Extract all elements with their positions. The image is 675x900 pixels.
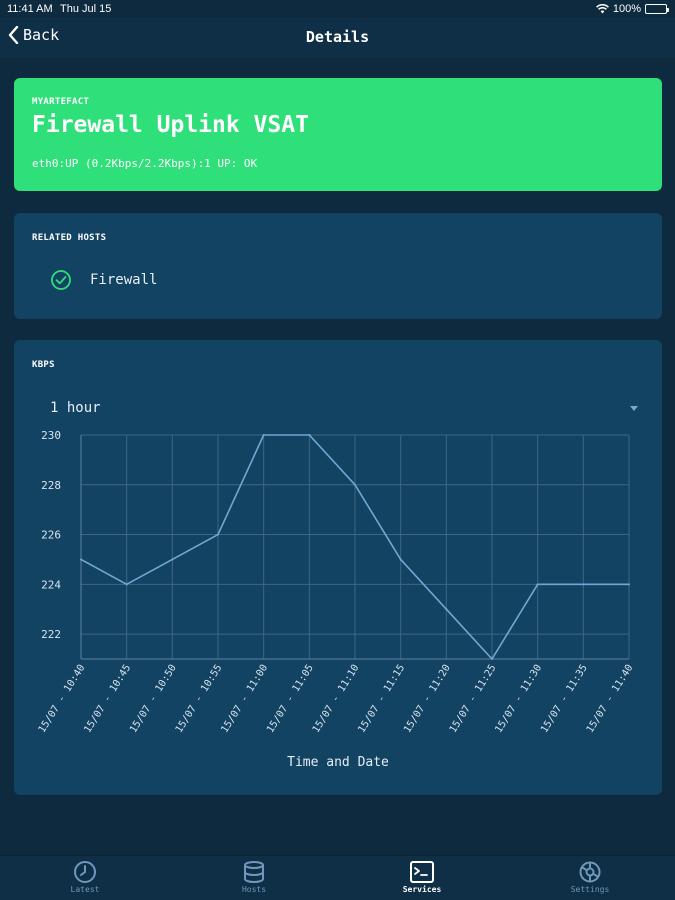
x-tick-label: 15/07 - 11:20 <box>402 663 453 735</box>
terminal-icon <box>410 861 434 883</box>
data-point <box>582 583 585 586</box>
data-point <box>171 558 174 561</box>
data-point <box>354 483 356 486</box>
tab-hosts-label: Hosts <box>241 885 267 894</box>
x-tick-label: 15/07 - 10:40 <box>37 663 88 735</box>
related-host-name: Firewall <box>90 272 158 288</box>
chevron-left-icon <box>8 26 19 44</box>
status-time: 11:41 AM <box>7 3 53 15</box>
check-circle-icon <box>51 270 71 290</box>
data-point <box>628 583 630 586</box>
related-hosts-card: RELATED HOSTS Firewall <box>14 213 662 319</box>
tab-settings[interactable]: Settings <box>530 856 650 900</box>
battery-percent: 100% <box>612 3 641 15</box>
tab-services-label: Services <box>402 885 442 894</box>
y-tick-label: 230 <box>41 429 61 442</box>
service-title: Firewall Uplink VSAT <box>32 112 309 138</box>
x-tick-label: 15/07 - 11:15 <box>356 663 407 735</box>
chart-label: KBPS <box>32 360 55 370</box>
nav-bar: Back Details <box>0 18 675 58</box>
x-tick-label: 15/07 - 10:45 <box>82 663 133 735</box>
tab-settings-label: Settings <box>570 885 610 894</box>
tab-bar: Latest Hosts Services Settings <box>0 855 675 900</box>
battery-icon <box>645 4 669 14</box>
clock-icon <box>74 861 96 883</box>
x-tick-label: 15/07 - 11:05 <box>265 663 316 735</box>
wifi-icon <box>595 4 609 14</box>
status-date: Thu Jul 15 <box>60 3 112 15</box>
data-point <box>536 583 539 586</box>
data-point <box>80 558 82 561</box>
x-tick-label: 15/07 - 10:55 <box>174 663 225 735</box>
status-right: 100% <box>595 3 669 15</box>
x-tick-label: 15/07 - 11:00 <box>219 663 270 735</box>
tab-latest-label: Latest <box>70 885 100 894</box>
page-title: Details <box>305 28 370 46</box>
tab-services[interactable]: Services <box>362 856 482 900</box>
data-point <box>125 583 128 586</box>
data-point <box>262 434 265 436</box>
related-hosts-label: RELATED HOSTS <box>32 233 107 243</box>
service-owner: MYARTEFACT <box>32 97 90 107</box>
gear-icon <box>579 861 601 883</box>
back-label: Back <box>23 26 60 44</box>
database-icon <box>244 861 264 883</box>
service-status-text: eth0:UP (0.2Kbps/2.2Kbps):1 UP: OK <box>32 157 258 170</box>
service-status-card: MYARTEFACT Firewall Uplink VSAT eth0:UP … <box>14 78 662 191</box>
back-button[interactable]: Back <box>8 26 59 44</box>
x-tick-label: 15/07 - 11:10 <box>311 663 362 735</box>
y-tick-label: 224 <box>41 578 61 591</box>
kbps-chart-card: KBPS 1 hour 222 224 226 228 230 15/07 - 10:40… <box>14 340 662 795</box>
time-range-select[interactable]: 1 hour <box>50 398 642 418</box>
data-point <box>445 608 448 611</box>
data-point <box>491 658 493 660</box>
x-tick-label: 15/07 - 11:35 <box>539 663 590 735</box>
y-tick-label: 228 <box>41 479 61 492</box>
x-tick-label: 15/07 - 11:25 <box>448 663 499 735</box>
related-host-item[interactable]: Firewall <box>50 269 157 291</box>
data-point <box>399 558 402 561</box>
tab-hosts[interactable]: Hosts <box>194 856 314 900</box>
x-tick-label: 15/07 - 11:40 <box>585 663 636 735</box>
y-tick-label: 222 <box>41 628 61 641</box>
x-axis-title: Time and Date <box>287 755 389 770</box>
time-range-value: 1 hour <box>50 400 101 416</box>
tab-latest[interactable]: Latest <box>25 856 145 900</box>
status-bar: 11:41 AM Thu Jul 15 100% <box>0 0 675 18</box>
data-point <box>308 434 311 436</box>
x-tick-label: 15/07 - 11:30 <box>493 663 544 735</box>
chevron-down-icon <box>630 405 638 411</box>
x-tick-label: 15/07 - 10:50 <box>128 663 179 735</box>
data-point <box>217 533 219 536</box>
y-tick-label: 226 <box>41 529 61 542</box>
